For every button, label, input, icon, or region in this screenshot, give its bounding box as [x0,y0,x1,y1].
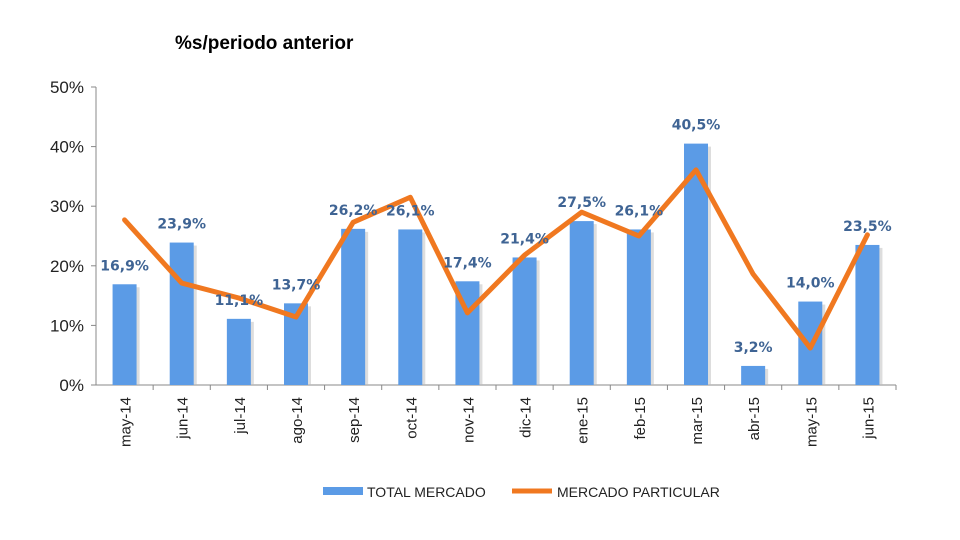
data-label: 23,5% [843,219,892,235]
bar [741,365,766,385]
data-label: 26,2% [329,203,378,219]
line-series [122,167,870,351]
x-tick-label: abr-15 [746,397,763,440]
bar [855,244,880,385]
y-tick-label: 10% [50,316,84,335]
data-label: 21,4% [500,231,549,247]
legend-label: MERCADO PARTICULAR [557,484,720,500]
data-label: 26,1% [386,203,435,219]
bar [626,229,651,385]
legend-label: TOTAL MERCADO [367,484,486,500]
data-label: 23,9% [157,217,206,233]
data-label: 17,4% [443,255,492,271]
x-tick-label: sep-14 [346,397,363,443]
x-tick-label: nov-14 [460,397,477,443]
y-tick-label: 50% [50,78,84,97]
bar [512,257,537,385]
data-label: 3,2% [734,340,773,356]
x-tick-label: ago-14 [289,397,306,444]
bar [398,229,423,385]
chart-title: %s/periodo anterior [175,33,354,54]
data-label: 16,9% [100,258,149,274]
y-tick-label: 40% [50,138,84,157]
x-tick-label: oct-14 [403,397,420,439]
data-label: 27,5% [557,195,606,211]
x-tick-label: dic-14 [518,397,535,438]
x-tick-label: ene-15 [575,397,592,444]
bar [169,242,194,385]
data-label: 11,1% [215,293,264,309]
data-label: 26,1% [615,203,664,219]
x-tick-label: jun-14 [175,397,192,440]
y-tick-label: 0% [59,376,84,395]
y-tick-label: 30% [50,197,84,216]
x-tick-label: may-14 [118,397,135,447]
x-tick-label: feb-15 [632,397,649,440]
bar [569,221,594,385]
x-tick-label: jul-14 [232,397,249,435]
bar [341,228,366,385]
data-label: 13,7% [272,277,321,293]
data-label: 14,0% [786,276,835,292]
bar [112,284,137,385]
x-tick-label: mar-15 [689,397,706,445]
data-label: 40,5% [672,118,721,134]
y-tick-label: 20% [50,257,84,276]
x-tick-label: jun-15 [860,397,877,440]
x-tick-label: may-15 [803,397,820,447]
bar [226,318,251,385]
legend-swatch-bar [323,487,363,495]
